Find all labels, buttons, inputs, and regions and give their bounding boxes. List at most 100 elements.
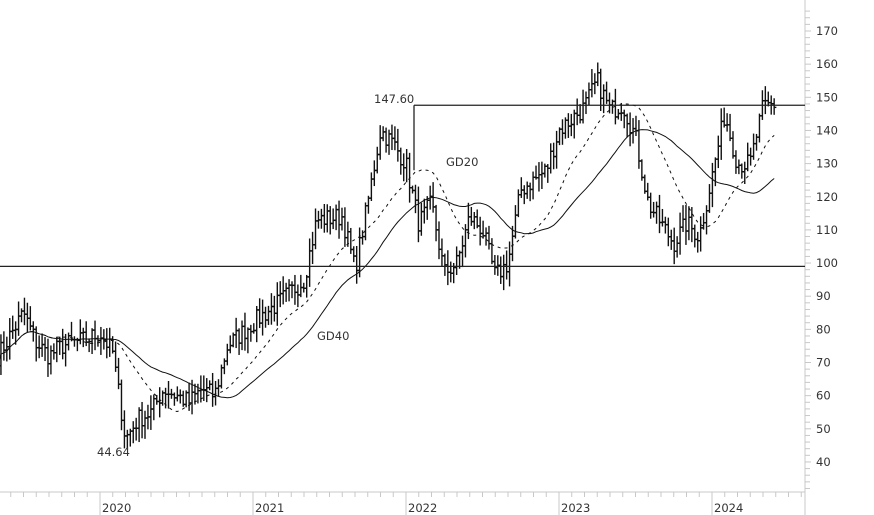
ohlc-bar xyxy=(692,224,697,248)
ohlc-bar xyxy=(289,281,295,299)
ohlc-bar xyxy=(363,202,368,241)
ohlc-bar xyxy=(710,162,715,208)
y-tick-label: 100 xyxy=(816,256,838,270)
ohlc-bar xyxy=(560,119,565,145)
ohlc-bar xyxy=(436,221,442,260)
ohlc-bar xyxy=(666,217,671,247)
ohlc-bar xyxy=(507,241,512,287)
ohlc-bar xyxy=(669,229,674,250)
ohlc-bar xyxy=(716,135,721,169)
ohlc-bar xyxy=(42,337,48,362)
ohlc-bar xyxy=(413,184,418,214)
ohlc-bar xyxy=(719,108,724,160)
ohlc-bar xyxy=(771,98,777,115)
ohlc-bar xyxy=(422,198,427,224)
ohlc-bar xyxy=(107,327,112,357)
ohlc-bar xyxy=(698,216,703,252)
ohlc-bar xyxy=(489,238,495,265)
y-tick-label: 80 xyxy=(816,322,831,336)
ohlc-bar xyxy=(16,301,21,336)
ohlc-bar xyxy=(483,227,489,246)
ohlc-bar xyxy=(36,335,42,359)
ohlc-bar xyxy=(325,204,330,233)
ohlc-bar xyxy=(22,297,27,326)
ohlc-bar xyxy=(545,164,550,183)
ohlc-bar xyxy=(310,231,315,265)
ohlc-bar xyxy=(624,113,630,138)
ohlc-bar xyxy=(419,202,424,236)
y-tick-label: 40 xyxy=(816,455,831,469)
ohlc-bar xyxy=(689,207,695,243)
y-tick-label: 60 xyxy=(816,389,831,403)
ohlc-bar xyxy=(372,160,377,187)
ohlc-bar xyxy=(607,92,612,114)
ohlc-bar xyxy=(248,324,254,342)
ohlc-bar xyxy=(345,221,351,247)
ohlc-bar xyxy=(554,130,559,169)
ohlc-bar xyxy=(707,184,712,213)
ohlc-bar xyxy=(730,131,736,159)
ohlc-bar xyxy=(530,171,536,200)
ohlc-bar xyxy=(81,327,86,348)
ohlc-bar xyxy=(654,201,659,224)
y-tick-label: 130 xyxy=(816,157,838,171)
ohlc-bar xyxy=(704,205,709,235)
ohlc-bar xyxy=(736,159,742,175)
ohlc-bar xyxy=(272,295,277,322)
ohlc-bar xyxy=(404,149,409,183)
y-tick-label: 50 xyxy=(816,422,831,436)
ohlc-bar xyxy=(433,204,439,242)
ohlc-bar xyxy=(383,127,389,153)
x-tick-label: 2021 xyxy=(255,501,284,515)
ohlc-bar xyxy=(627,112,633,147)
ohlc-bar xyxy=(469,206,474,226)
ohlc-bar xyxy=(630,118,636,144)
y-tick-label: 170 xyxy=(816,24,838,38)
ohlc-bar xyxy=(445,250,451,286)
ohlc-bar xyxy=(477,216,483,246)
ohlc-bar xyxy=(416,186,421,243)
y-tick-label: 160 xyxy=(816,57,838,71)
ohlc-bar xyxy=(674,236,680,258)
x-tick-label: 2020 xyxy=(102,501,131,515)
ohlc-bar xyxy=(501,254,506,291)
ohlc-bar xyxy=(119,379,124,431)
ohlc-bar xyxy=(701,212,706,230)
ohlc-bar xyxy=(330,208,336,230)
ohlc-bar xyxy=(657,194,662,234)
ohlc-bar xyxy=(260,299,265,336)
ohlc-bar xyxy=(178,389,183,404)
ohlc-bar xyxy=(98,326,104,355)
ohlc-bar xyxy=(28,306,33,331)
ohlc-bar xyxy=(148,395,154,430)
ohlc-bar xyxy=(378,125,383,160)
ohlc-bar xyxy=(225,343,230,366)
ohlc-bar xyxy=(292,274,298,305)
ohlc-bar xyxy=(539,161,545,189)
y-tick-label: 70 xyxy=(816,356,831,370)
ohlc-bar xyxy=(48,345,54,375)
ohlc-bar xyxy=(548,143,553,174)
ohlc-bar xyxy=(122,410,127,449)
ohlc-bar xyxy=(319,208,324,229)
ohlc-bar xyxy=(336,200,342,239)
ohlc-bar xyxy=(172,392,177,406)
ohlc-bar xyxy=(380,126,386,142)
ohlc-bar xyxy=(7,318,12,360)
ohlc-bar xyxy=(207,380,212,391)
ohlc-bar xyxy=(592,73,598,95)
ohlc-bar xyxy=(677,212,683,255)
ohlc-bar xyxy=(328,206,333,235)
ohlc-bar xyxy=(519,177,524,198)
y-tick-label: 110 xyxy=(816,223,838,237)
ohlc-bar xyxy=(466,202,471,240)
ohlc-bar xyxy=(216,379,221,397)
moving-averages xyxy=(0,103,775,413)
ohlc-bar xyxy=(139,401,145,439)
ohlc-bar xyxy=(527,182,533,202)
ohlc-bar xyxy=(601,84,606,114)
ohlc-bar xyxy=(333,204,339,231)
ohlc-bar xyxy=(727,113,733,142)
